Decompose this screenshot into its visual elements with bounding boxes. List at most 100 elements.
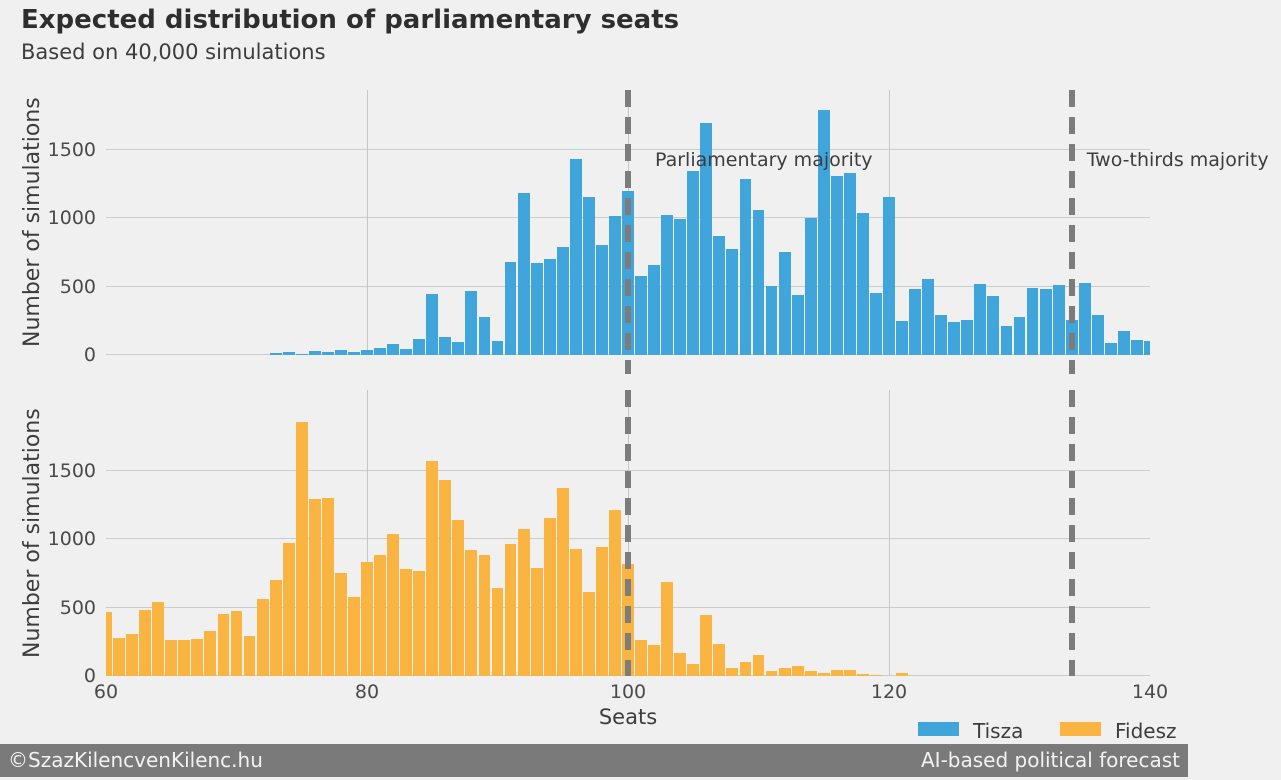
histogram-bar-tisza-96 bbox=[569, 159, 582, 355]
histogram-bar-tisza-119 bbox=[870, 293, 882, 355]
histogram-bar-fidesz-61 bbox=[113, 637, 125, 676]
histogram-bar-fidesz-111 bbox=[765, 671, 778, 676]
histogram-bar-fidesz-114 bbox=[804, 670, 817, 676]
y-tick-label-0: 0 bbox=[83, 665, 96, 687]
footer-tagline: AI-based political forecast bbox=[920, 748, 1180, 772]
histogram-bar-tisza-76 bbox=[308, 350, 321, 355]
gridline-x-80 bbox=[366, 90, 368, 355]
histogram-bar-tisza-108 bbox=[726, 248, 739, 355]
y-tick-label-1000: 1000 bbox=[47, 207, 96, 229]
histogram-bar-tisza-84 bbox=[413, 338, 426, 355]
histogram-bar-fidesz-80 bbox=[361, 562, 373, 676]
histogram-bar-fidesz-76 bbox=[308, 499, 321, 676]
histogram-bar-fidesz-87 bbox=[452, 519, 465, 676]
histogram-bar-tisza-113 bbox=[791, 294, 804, 355]
histogram-bar-tisza-109 bbox=[739, 178, 752, 355]
histogram-bar-fidesz-78 bbox=[334, 573, 347, 676]
histogram-bar-tisza-87 bbox=[452, 341, 465, 355]
histogram-bar-tisza-75 bbox=[295, 353, 308, 355]
y-tick-label-0: 0 bbox=[83, 344, 96, 366]
x-tick-label-100: 100 bbox=[609, 681, 647, 703]
histogram-bar-tisza-82 bbox=[387, 344, 400, 355]
histogram-bar-fidesz-81 bbox=[374, 554, 386, 676]
histogram-bar-tisza-81 bbox=[374, 348, 386, 355]
histogram-bar-tisza-106 bbox=[700, 123, 713, 355]
histogram-bar-fidesz-65 bbox=[165, 640, 178, 676]
histogram-bar-tisza-95 bbox=[556, 246, 569, 355]
y-axis-label: Number of simulations bbox=[20, 97, 45, 348]
histogram-bar-tisza-133 bbox=[1052, 285, 1065, 355]
histogram-bar-fidesz-68 bbox=[204, 631, 217, 676]
legend-label-fidesz: Fidesz bbox=[1115, 719, 1177, 743]
histogram-bar-tisza-83 bbox=[400, 348, 413, 355]
histogram-bar-fidesz-102 bbox=[648, 645, 661, 676]
histogram-bar-fidesz-71 bbox=[243, 636, 256, 676]
histogram-bar-tisza-94 bbox=[543, 259, 556, 355]
histogram-bar-fidesz-91 bbox=[504, 543, 517, 676]
page-subtitle: Based on 40,000 simulations bbox=[21, 40, 326, 64]
histogram-bar-fidesz-84 bbox=[413, 571, 426, 676]
gridline-x-140 bbox=[1149, 90, 1150, 355]
y-tick-label-1500: 1500 bbox=[47, 459, 96, 482]
histogram-bar-fidesz-108 bbox=[726, 668, 739, 676]
histogram-bar-fidesz-115 bbox=[817, 672, 830, 676]
footer-credit: ©SzazKilencvenKilenc.hu bbox=[8, 748, 263, 772]
histogram-bar-fidesz-79 bbox=[348, 596, 360, 676]
histogram-bar-tisza-140 bbox=[1144, 341, 1150, 355]
histogram-bar-fidesz-113 bbox=[791, 666, 804, 676]
histogram-bar-tisza-121 bbox=[896, 320, 908, 355]
histogram-bar-fidesz-99 bbox=[609, 510, 621, 676]
y-tick-label-1500: 1500 bbox=[47, 138, 96, 161]
histogram-bar-fidesz-82 bbox=[387, 534, 400, 676]
histogram-bar-fidesz-83 bbox=[400, 569, 413, 676]
histogram-bar-fidesz-67 bbox=[191, 639, 204, 676]
x-tick-label-60: 60 bbox=[93, 681, 119, 703]
histogram-bar-fidesz-77 bbox=[321, 497, 334, 676]
histogram-bar-fidesz-103 bbox=[661, 582, 674, 676]
histogram-bar-tisza-118 bbox=[856, 213, 869, 355]
histogram-bar-tisza-102 bbox=[648, 265, 661, 355]
y-tick-label-500: 500 bbox=[59, 596, 96, 619]
histogram-bar-fidesz-118 bbox=[856, 673, 869, 676]
legend-label-tisza: Tisza bbox=[973, 719, 1024, 743]
histogram-bar-tisza-138 bbox=[1117, 331, 1130, 355]
majority-line bbox=[625, 390, 631, 676]
histogram-bar-tisza-136 bbox=[1091, 315, 1104, 355]
footer-bar: ©SzazKilencvenKilenc.hu AI-based politic… bbox=[0, 744, 1188, 777]
histogram-bar-tisza-120 bbox=[883, 197, 895, 355]
two-thirds-line bbox=[1068, 390, 1075, 676]
x-axis-label: Seats bbox=[598, 705, 658, 729]
histogram-bar-fidesz-101 bbox=[635, 640, 647, 676]
histogram-bar-tisza-110 bbox=[752, 209, 765, 355]
histogram-bar-tisza-129 bbox=[1000, 326, 1013, 355]
gridline-x-140 bbox=[1149, 390, 1150, 676]
histogram-bar-fidesz-89 bbox=[478, 555, 491, 676]
histogram-bar-fidesz-64 bbox=[152, 602, 165, 676]
histogram-bar-fidesz-96 bbox=[569, 548, 582, 676]
histogram-bar-tisza-122 bbox=[909, 289, 922, 355]
histogram-bar-tisza-73 bbox=[269, 352, 282, 355]
histogram-bar-tisza-132 bbox=[1039, 289, 1052, 355]
histogram-bar-fidesz-106 bbox=[700, 615, 713, 676]
histogram-bar-fidesz-121 bbox=[896, 673, 908, 676]
histogram-bar-tisza-91 bbox=[504, 261, 517, 355]
legend-swatch-fidesz bbox=[1060, 722, 1101, 736]
histogram-bar-tisza-104 bbox=[674, 219, 687, 355]
histogram-bar-fidesz-107 bbox=[713, 644, 726, 676]
two-thirds-annotation: Two-thirds majority bbox=[1086, 149, 1269, 171]
histogram-bar-tisza-116 bbox=[830, 176, 843, 355]
histogram-bar-fidesz-93 bbox=[530, 568, 543, 676]
histogram-bar-fidesz-110 bbox=[752, 654, 765, 676]
histogram-bar-fidesz-69 bbox=[217, 613, 230, 676]
histogram-bar-tisza-131 bbox=[1026, 287, 1039, 355]
histogram-bar-tisza-128 bbox=[987, 296, 1000, 355]
two-thirds-line bbox=[1068, 90, 1075, 374]
histogram-bar-tisza-103 bbox=[661, 214, 674, 355]
majority-line bbox=[625, 90, 631, 374]
histogram-bar-tisza-112 bbox=[778, 251, 791, 355]
histogram-bar-fidesz-109 bbox=[739, 661, 752, 676]
histogram-bar-tisza-125 bbox=[948, 322, 961, 355]
histogram-bar-fidesz-104 bbox=[674, 653, 687, 676]
histogram-bar-tisza-101 bbox=[635, 275, 647, 355]
histogram-bar-fidesz-94 bbox=[543, 518, 556, 676]
